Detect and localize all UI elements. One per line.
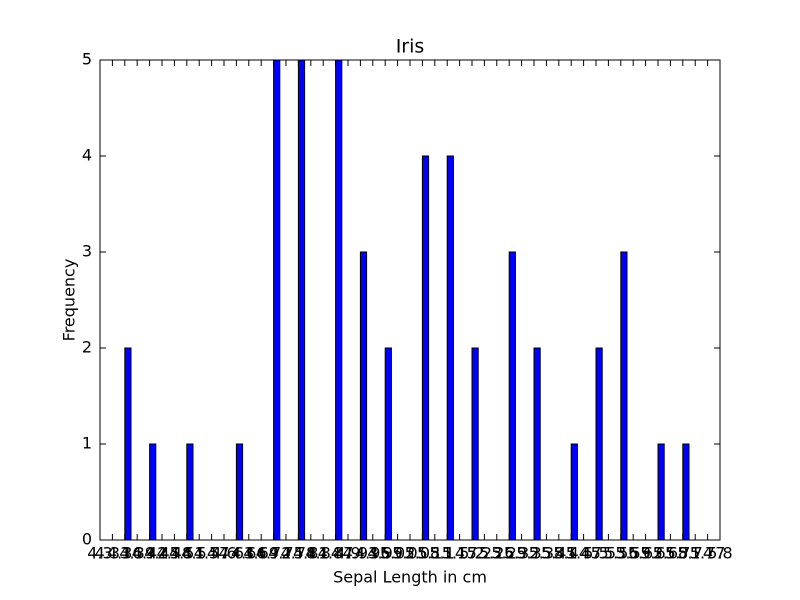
x-tick-label: 5.08 bbox=[405, 544, 441, 563]
bar bbox=[335, 59, 343, 541]
x-tick-label: 5.17 bbox=[442, 544, 478, 563]
x-tick-label: 4.96 bbox=[355, 544, 391, 563]
x-tick-label: 5.35 bbox=[516, 544, 552, 563]
bar bbox=[570, 443, 578, 541]
bar bbox=[533, 347, 541, 541]
x-tick-label: 5.71 bbox=[665, 544, 701, 563]
x-tick-label: 5.62 bbox=[628, 544, 664, 563]
x-tick-label: 4.93 bbox=[343, 544, 379, 563]
x-tick-label: 5.41 bbox=[541, 544, 577, 563]
x-tick-label: 4.81 bbox=[293, 544, 329, 563]
x-tick-label: 5.56 bbox=[603, 544, 639, 563]
x-tick-label: 4.57 bbox=[194, 544, 230, 563]
bar bbox=[682, 443, 690, 541]
x-tick-label: 5.29 bbox=[491, 544, 527, 563]
bar bbox=[657, 443, 665, 541]
bar bbox=[235, 443, 244, 541]
x-tick-label: 4.48 bbox=[157, 544, 193, 563]
x-tick-label: 5.44 bbox=[553, 544, 589, 563]
x-tick-label: 4.9 bbox=[335, 544, 360, 563]
x-tick-label: 5.02 bbox=[380, 544, 416, 563]
chart-title: Iris bbox=[396, 36, 425, 58]
x-tick-label: 4.45 bbox=[144, 544, 180, 563]
x-tick-label: 4.6 bbox=[211, 544, 236, 563]
x-tick-label: 5.59 bbox=[615, 544, 651, 563]
x-tick-label: 5.5 bbox=[583, 544, 608, 563]
bar bbox=[446, 155, 454, 541]
y-tick-label: 1 bbox=[82, 434, 92, 453]
x-tick-label: 4.69 bbox=[243, 544, 279, 563]
bar bbox=[297, 59, 306, 541]
bar bbox=[620, 251, 628, 541]
x-tick-label: 5.47 bbox=[566, 544, 602, 563]
x-tick-label: 4.87 bbox=[318, 544, 354, 563]
x-tick-label: 4.33 bbox=[95, 544, 131, 563]
bar bbox=[359, 251, 368, 541]
bar bbox=[595, 347, 603, 541]
x-tick-label: 5.32 bbox=[504, 544, 540, 563]
x-tick-label: 5.14 bbox=[429, 544, 465, 563]
x-tick-label: 4.3 bbox=[87, 544, 112, 563]
x-tick-label: 4.63 bbox=[219, 544, 255, 563]
x-axis-label: Sepal Length in cm bbox=[333, 568, 487, 587]
x-tick-label: 4.84 bbox=[305, 544, 341, 563]
x-tick-label: 4.42 bbox=[132, 544, 168, 563]
bar bbox=[384, 347, 392, 541]
x-tick-label: 5.23 bbox=[467, 544, 503, 563]
y-tick-label: 2 bbox=[82, 338, 92, 357]
bar bbox=[508, 251, 516, 541]
bar bbox=[124, 347, 132, 541]
x-tick-label: 4.39 bbox=[119, 544, 155, 563]
x-tick-label: 5.65 bbox=[640, 544, 676, 563]
x-tick-label: 5.38 bbox=[529, 544, 565, 563]
x-tick-label: 4.99 bbox=[367, 544, 403, 563]
x-tick-label: 4.36 bbox=[107, 544, 143, 563]
x-tick-label: 5.53 bbox=[591, 544, 627, 563]
x-tick-label: 5.77 bbox=[690, 544, 726, 563]
x-tick-label: 4.66 bbox=[231, 544, 267, 563]
x-tick-label: 5.26 bbox=[479, 544, 515, 563]
x-tick-label: 4.54 bbox=[181, 544, 217, 563]
x-tick-label: 4.51 bbox=[169, 544, 205, 563]
bar bbox=[149, 443, 157, 541]
bar bbox=[273, 59, 281, 541]
bar bbox=[186, 443, 194, 541]
x-tick-label: 4.75 bbox=[268, 544, 304, 563]
x-tick-label: 4.72 bbox=[256, 544, 292, 563]
y-tick-label: 0 bbox=[82, 530, 92, 549]
y-tick-label: 5 bbox=[82, 50, 92, 69]
x-tick-label: 5.11 bbox=[417, 544, 453, 563]
y-axis-label: Frequency bbox=[60, 259, 79, 342]
x-tick-label: 5.68 bbox=[653, 544, 689, 563]
bar bbox=[421, 155, 430, 541]
bar bbox=[471, 347, 479, 541]
x-tick-label: 4.78 bbox=[281, 544, 317, 563]
y-tick-label: 4 bbox=[82, 146, 92, 165]
x-tick-label: 5.74 bbox=[677, 544, 713, 563]
y-tick-label: 3 bbox=[82, 242, 92, 261]
x-tick-label: 5.8 bbox=[707, 544, 732, 563]
x-tick-label: 5.2 bbox=[459, 544, 484, 563]
x-tick-label: 5.05 bbox=[392, 544, 428, 563]
